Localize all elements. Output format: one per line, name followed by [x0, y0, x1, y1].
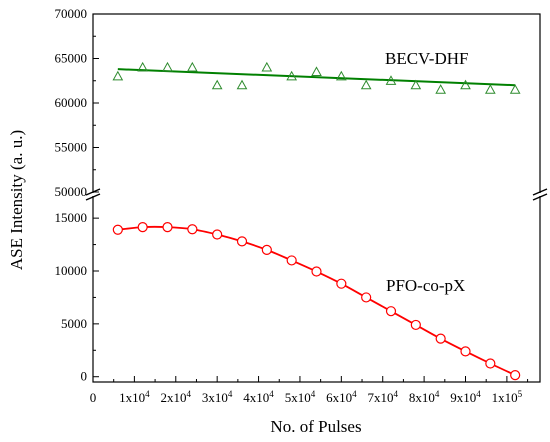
pfo-co-px-point: [187, 224, 198, 235]
becv-dhf-point: [112, 70, 124, 81]
series-label-pfo-co-px: PFO-co-pX: [386, 276, 465, 295]
y-tick-label: 60000: [55, 95, 88, 110]
pfo-co-px-point: [236, 236, 248, 247]
y-tick-label: 15000: [55, 210, 88, 225]
pfo-co-px-point: [261, 244, 272, 255]
pfo-co-px-point: [286, 255, 297, 266]
y-tick-label: 55000: [55, 140, 88, 155]
series-label-becv-dhf: BECV-DHF: [385, 49, 468, 68]
pfo-co-px-point: [435, 333, 446, 344]
pfo-co-px-point: [410, 319, 421, 331]
y-axis-ticks: 50000 55000 60000 65000 70000 0 5000 10000 15000: [55, 6, 99, 384]
becv-dhf-point: [385, 75, 397, 85]
pfo-co-px-point: [311, 266, 322, 277]
y-axis-title: ASE Intensity (a. u.): [7, 130, 26, 270]
becv-dhf-point: [360, 79, 372, 90]
becv-dhf-point: [236, 79, 248, 90]
y-tick-label: 0: [81, 369, 88, 384]
becv-dhf-point: [211, 79, 223, 90]
pfo-co-px-point: [485, 358, 496, 369]
becv-dhf-point: [435, 84, 447, 94]
fit-line-becv-dhf: [117, 68, 516, 87]
pfo-co-px-point: [212, 229, 223, 240]
y-tick-label: 50000: [55, 184, 88, 199]
pfo-co-px-point: [385, 306, 397, 317]
pfo-co-px-point: [361, 292, 372, 303]
break-gap-left: [87, 193, 99, 196]
pfo-co-px-point: [162, 222, 173, 233]
becv-dhf-point: [286, 70, 298, 81]
y-tick-label: 70000: [55, 6, 88, 21]
becv-dhf-point: [311, 66, 322, 76]
y-tick-label: 65000: [55, 51, 88, 66]
break-gap-right: [534, 193, 546, 196]
becv-dhf-point: [335, 70, 347, 81]
x-tick-label: 2x104: [161, 389, 192, 405]
x-tick-label: 0: [90, 390, 97, 405]
becv-dhf-point: [484, 84, 496, 94]
x-tick-label: 9x104: [450, 389, 481, 405]
becv-dhf-point: [261, 61, 273, 72]
fit-line-pfo-co-px: [117, 225, 516, 376]
break-mark: [85, 188, 101, 196]
pfo-co-px-point: [137, 222, 148, 233]
becv-dhf-point: [137, 61, 149, 72]
y-tick-label: 5000: [61, 316, 87, 331]
pfo-co-px-point: [336, 278, 347, 289]
x-axis-title: No. of Pulses: [270, 417, 361, 436]
axis-break: [85, 188, 548, 201]
becv-dhf-point: [460, 79, 471, 90]
x-tick-label: 5x104: [285, 389, 316, 405]
becv-dhf-point: [509, 84, 521, 94]
pfo-co-px-point: [460, 346, 471, 357]
x-tick-label: 1x105: [492, 389, 523, 405]
x-tick-label: 7x104: [367, 389, 398, 405]
becv-dhf-point: [186, 61, 198, 72]
x-axis-ticks: 0 1x104 2x104 3x104 4x104 5x104 6x104 7x104 8x10…: [90, 376, 529, 405]
plot-frame: [92, 13, 541, 383]
x-tick-label: 1x104: [119, 389, 150, 405]
x-tick-label: 8x104: [409, 389, 440, 405]
break-mark: [532, 188, 548, 196]
pfo-co-px-point: [112, 224, 123, 235]
becv-dhf-point: [410, 79, 422, 90]
becv-dhf-point: [162, 61, 173, 72]
x-tick-label: 3x104: [202, 389, 233, 405]
break-mark: [532, 193, 548, 201]
pfo-co-px-point: [510, 370, 521, 381]
y-tick-label: 10000: [55, 263, 88, 278]
x-tick-label: 4x104: [243, 389, 274, 405]
break-mark: [85, 193, 101, 201]
series-layer: [112, 61, 521, 381]
x-tick-label: 6x104: [326, 389, 357, 405]
